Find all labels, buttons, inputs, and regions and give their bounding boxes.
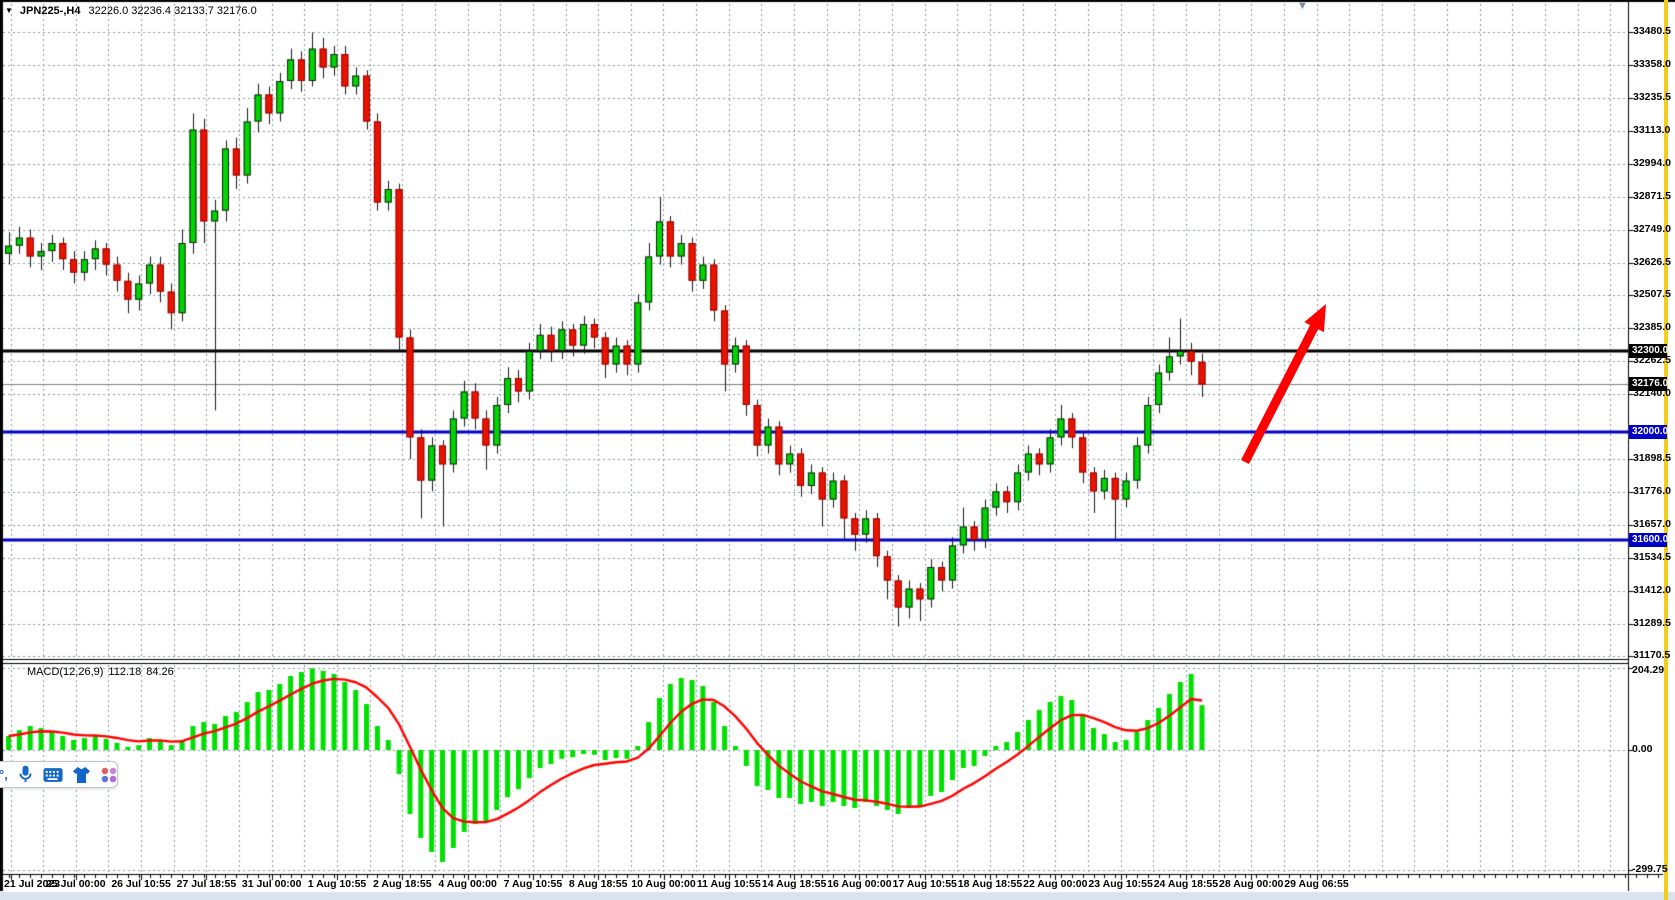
macd-main-value: 112.18 (108, 666, 142, 678)
price-tick-label: 31289.5 (1633, 616, 1671, 629)
time-tick-label: 24 Aug 18:55 (1153, 878, 1219, 890)
macd-indicator-label: MACD(12,26,9) 112.18 84.26 (27, 666, 179, 678)
ohlc-values-label: 32226.0 32236.4 32133.7 32176.0 (88, 5, 257, 17)
price-tick-label: 33358.0 (1633, 58, 1671, 71)
price-tick-label: 33113.0 (1633, 124, 1671, 137)
price-tick-label: 32385.0 (1633, 321, 1671, 334)
price-tick-label: 31776.0 (1633, 485, 1671, 498)
price-tick-label: 32994.0 (1633, 156, 1671, 169)
price-tick-label: 31412.0 (1633, 583, 1671, 596)
chevron-down-icon[interactable]: ▼ (5, 6, 13, 15)
price-tick-label: 31170.5 (1633, 648, 1671, 661)
time-tick-label: 31 Jul 00:00 (241, 878, 302, 890)
time-tick-label: 21 Jul 2023 (4, 878, 61, 890)
time-tick-label: 10 Aug 00:00 (631, 878, 696, 890)
macd-tick-label: -299.75 (1632, 862, 1668, 875)
time-tick-label: 28 Aug 00:00 (1218, 878, 1284, 890)
window-edge-stripe (1664, 0, 1668, 900)
price-tick-label: 33480.5 (1633, 25, 1671, 38)
chart-title: ▼ JPN225-,H4 32226.0 32236.4 32133.7 32176… (5, 5, 257, 17)
time-tick-label: 14 Aug 18:55 (761, 878, 827, 890)
keyboard-icon[interactable] (43, 767, 63, 783)
input-mini-toolbar: °, (0, 761, 118, 788)
price-tick-label: 31534.5 (1633, 550, 1671, 563)
time-tick-label: 25 Jul 00:00 (46, 878, 106, 890)
time-tick-label: 27 Jul 18:55 (176, 878, 237, 890)
macd-tick-label: 204.29 (1632, 664, 1665, 676)
time-tick-label: 1 Aug 10:55 (307, 878, 367, 890)
time-tick-label: 7 Aug 10:55 (503, 878, 563, 890)
time-tick-label: 8 Aug 18:55 (568, 878, 628, 890)
price-tick-label: 31657.0 (1633, 517, 1671, 530)
price-badge-support-upper: 32000.0 (1629, 425, 1668, 439)
time-tick-label: 2 Aug 18:55 (373, 878, 432, 890)
macd-tick-label: 0.00 (1632, 743, 1653, 755)
macd-signal-value: 84.26 (146, 666, 174, 678)
symbol-period-label: JPN225-,H4 (19, 5, 81, 17)
time-tick-label: 22 Aug 00:00 (1023, 878, 1088, 890)
price-badge-current: 32176.0 (1629, 377, 1668, 392)
pen-input-icon[interactable]: °, (0, 767, 8, 782)
price-tick-label: 32507.5 (1633, 287, 1671, 300)
macd-name: MACD(12,26,9) (27, 666, 104, 678)
apps-grid-icon[interactable] (100, 766, 118, 784)
price-tick-label: 32871.5 (1633, 189, 1671, 202)
time-tick-label: 11 Aug 10:55 (696, 878, 761, 890)
price-tick-label: 32626.5 (1633, 255, 1671, 268)
price-tick-label: 33235.5 (1633, 91, 1671, 104)
time-tick-label: 29 Aug 06:55 (1284, 878, 1349, 890)
time-tick-label: 23 Aug 10:55 (1088, 878, 1153, 890)
time-tick-label: 26 Jul 10:55 (111, 878, 171, 890)
time-tick-label: 4 Aug 00:00 (438, 878, 497, 890)
time-tick-label: 18 Aug 18:55 (957, 878, 1023, 890)
microphone-icon[interactable] (17, 765, 34, 784)
price-badge-resistance: 32300.0 (1629, 344, 1668, 358)
price-tick-label: 32749.0 (1633, 222, 1671, 235)
price-tick-label: 31898.5 (1633, 452, 1671, 465)
time-tick-label: 17 Aug 10:55 (892, 878, 957, 890)
price-badge-support-lower: 31600.0 (1629, 533, 1668, 547)
time-tick-label: 16 Aug 00:00 (827, 878, 892, 890)
themes-shirt-icon[interactable] (72, 766, 91, 784)
chart-shift-marker[interactable]: ▼ (1297, 0, 1308, 12)
